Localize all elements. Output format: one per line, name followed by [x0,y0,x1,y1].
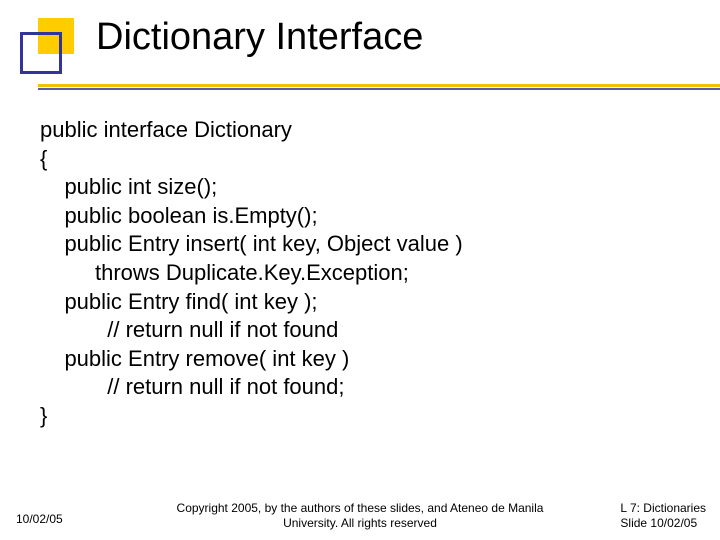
slide-title: Dictionary Interface [96,16,423,59]
title-decoration [14,18,78,68]
footer-slide-label: Slide 10/02/05 [620,516,697,530]
square-blue-outline [20,32,62,74]
footer-copyright-line1: Copyright 2005, by the authors of these … [177,501,544,515]
title-underline [0,84,720,92]
footer-lecture-label: L 7: Dictionaries [620,501,706,515]
footer-copyright: Copyright 2005, by the authors of these … [0,501,720,530]
underline-yellow [38,84,720,87]
slide: Dictionary Interface public interface Di… [0,0,720,540]
footer-slide-info: L 7: Dictionaries Slide 10/02/05 [620,501,706,530]
underline-blue [38,88,720,90]
code-block: public interface Dictionary { public int… [40,116,463,431]
footer-copyright-line2: University. All rights reserved [283,516,437,530]
